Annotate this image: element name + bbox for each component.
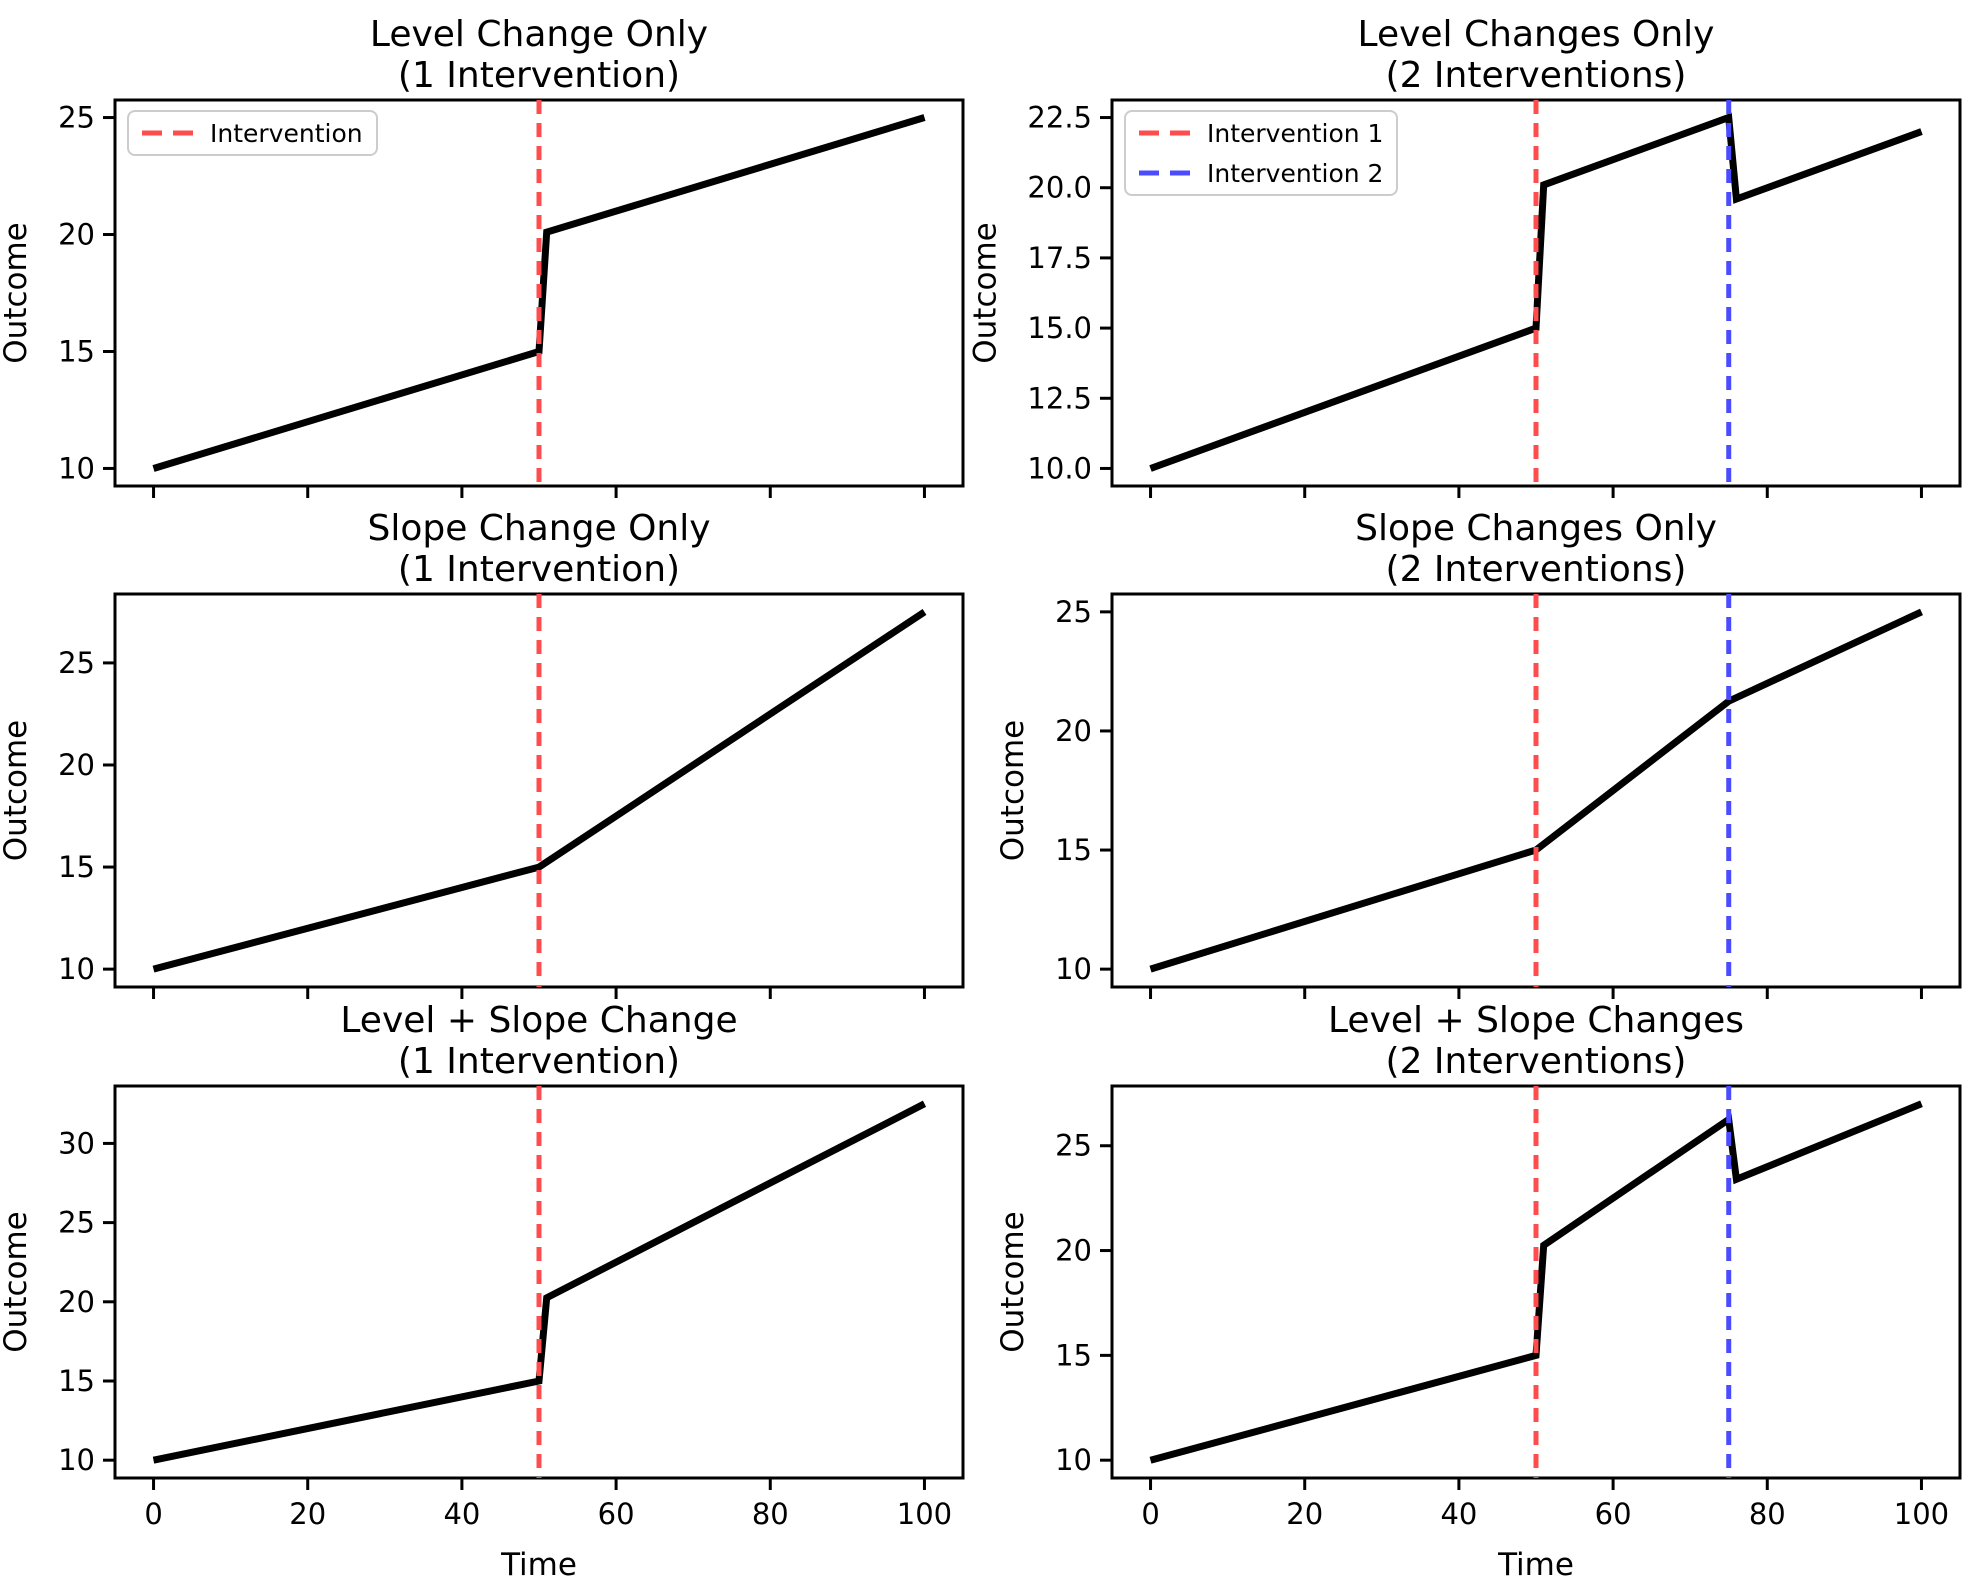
- y-axis-label: Outcome: [995, 1211, 1031, 1352]
- y-tick-label: 25: [58, 646, 95, 680]
- subplot-level-slope-changes: Level + Slope Changes(2 Interventions) 0 2…: [995, 1000, 1962, 1583]
- y-tick-label: 20: [58, 1285, 95, 1319]
- chart-title-line1: Level Change Only: [370, 14, 708, 55]
- y-tick-label: 10: [58, 451, 95, 485]
- chart-title-line2: (2 Interventions): [1386, 1041, 1687, 1082]
- chart-title-line2: (1 Intervention): [398, 1041, 680, 1082]
- y-tick-label: 22.5: [1027, 101, 1092, 135]
- subplot-level-slope-change: Level + Slope Change(1 Intervention) 0 20 4…: [0, 1000, 965, 1583]
- subplot-slope-changes-only: Slope Changes Only(2 Interventions) 10 15 2…: [995, 508, 1962, 999]
- legend-box: [1124, 110, 1398, 196]
- y-axis-label: Outcome: [995, 720, 1031, 861]
- chart-title-line2: (2 Interventions): [1386, 549, 1687, 590]
- x-tick-label: 80: [1749, 1497, 1786, 1531]
- x-tick-label: 0: [1141, 1497, 1159, 1531]
- x-axis-label: Time: [500, 1547, 577, 1583]
- chart-title-line1: Level + Slope Change: [340, 1000, 737, 1041]
- x-axis-label: Time: [1497, 1547, 1574, 1583]
- x-tick-label: 0: [144, 1497, 162, 1531]
- y-tick-label: 20: [1055, 714, 1092, 748]
- legend: Intervention: [127, 110, 378, 156]
- x-tick-label: 100: [897, 1497, 952, 1531]
- x-tick-label: 20: [1286, 1497, 1323, 1531]
- y-tick-label: 25: [58, 1206, 95, 1240]
- y-tick-label: 20: [1055, 1234, 1092, 1268]
- y-tick-label: 10.0: [1027, 451, 1092, 485]
- subplot-level-changes-only: Level Changes Only(2 Interventions) 10.0 1…: [967, 14, 1962, 498]
- outcome-line: [152, 114, 926, 472]
- legend: Intervention 1 Intervention 2: [1124, 110, 1398, 196]
- legend-label: Intervention 1: [1207, 119, 1383, 148]
- y-tick-label: 10: [1055, 952, 1092, 986]
- y-tick-label: 15: [58, 334, 95, 368]
- legend-label: Intervention 2: [1207, 159, 1383, 188]
- outcome-line: [1149, 112, 1923, 472]
- y-tick-label: 17.5: [1027, 241, 1092, 275]
- y-tick-label: 25: [1055, 1129, 1092, 1163]
- subplot-level-change-only: Level Change Only(1 Intervention) 10 15 20 2…: [0, 14, 965, 498]
- y-tick-label: 15: [58, 850, 95, 884]
- chart-title-line1: Level + Slope Changes: [1328, 1000, 1744, 1041]
- y-tick-label: 10: [1055, 1443, 1092, 1477]
- y-tick-label: 10: [58, 952, 95, 986]
- x-tick-label: 80: [752, 1497, 789, 1531]
- outcome-line: [152, 1100, 927, 1464]
- chart-title-line2: (1 Intervention): [398, 55, 680, 96]
- x-tick-label: 60: [1595, 1497, 1632, 1531]
- chart-title-line2: (1 Intervention): [398, 549, 680, 590]
- y-tick-label: 25: [58, 101, 95, 135]
- y-tick-label: 15: [58, 1364, 95, 1398]
- chart-title-line1: Slope Changes Only: [1355, 508, 1717, 549]
- legend-label: Intervention: [210, 119, 363, 148]
- x-tick-label: 60: [598, 1497, 635, 1531]
- x-tick-label: 40: [443, 1497, 480, 1531]
- outcome-line: [1149, 1100, 1923, 1464]
- chart-title-line2: (2 Interventions): [1386, 55, 1687, 96]
- subplot-slope-change-only: Slope Change Only(1 Intervention) 10 15 20 2…: [0, 508, 965, 999]
- legend-box: [127, 110, 378, 156]
- y-axis-label: Outcome: [0, 222, 34, 363]
- y-tick-label: 30: [58, 1126, 95, 1160]
- x-tick-label: 100: [1894, 1497, 1949, 1531]
- outcome-line: [152, 608, 927, 973]
- chart-title-line1: Slope Change Only: [367, 508, 710, 549]
- y-tick-label: 25: [1055, 595, 1092, 629]
- y-axis-label: Outcome: [0, 1211, 34, 1352]
- y-tick-label: 20: [58, 218, 95, 252]
- x-tick-label: 40: [1440, 1497, 1477, 1531]
- y-tick-label: 15: [1055, 1338, 1092, 1372]
- x-tick-label: 20: [289, 1497, 326, 1531]
- y-tick-label: 20: [58, 748, 95, 782]
- y-tick-label: 10: [58, 1443, 95, 1477]
- y-axis-label: Outcome: [0, 720, 34, 861]
- chart-title-line1: Level Changes Only: [1358, 14, 1715, 55]
- y-tick-label: 15: [1055, 833, 1092, 867]
- y-axis-label: Outcome: [967, 222, 1003, 363]
- y-tick-label: 15.0: [1027, 311, 1092, 345]
- y-tick-label: 20.0: [1027, 171, 1092, 205]
- outcome-line: [1149, 608, 1923, 973]
- y-tick-label: 12.5: [1027, 381, 1092, 415]
